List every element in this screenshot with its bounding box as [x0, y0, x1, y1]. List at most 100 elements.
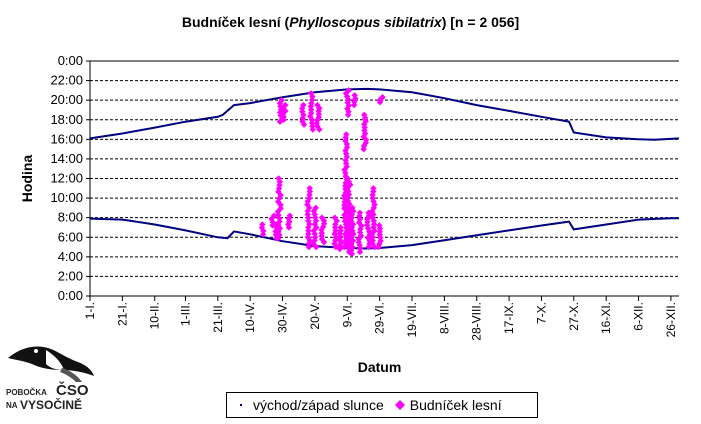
y-tick-label: 2:00 — [58, 268, 83, 283]
bird-point — [311, 234, 319, 241]
bird-point — [272, 228, 279, 235]
bird-point — [369, 194, 376, 202]
bird-point — [377, 237, 384, 245]
bird-point — [316, 126, 323, 133]
logo-line-2: ČSO — [56, 382, 89, 399]
x-tick-label: 20-V. — [308, 302, 322, 330]
bird-point — [277, 191, 284, 199]
bird-point — [351, 98, 358, 105]
bird-point — [309, 126, 316, 133]
bird-point — [332, 237, 339, 244]
bird-point — [310, 207, 317, 215]
bird-point — [318, 214, 326, 221]
legend-item-sun: východ/západ slunce — [235, 397, 384, 413]
legend-marker-sun — [235, 399, 247, 411]
bird-point — [377, 95, 385, 103]
bird-point — [300, 101, 307, 109]
bird-point — [364, 215, 371, 223]
logo-line-3: NA — [6, 401, 18, 410]
chart-title: Budníček lesní (Phylloscopus sibilatrix)… — [0, 14, 701, 30]
bird-point — [356, 248, 364, 256]
x-tick-label: 26-XII. — [664, 302, 678, 337]
bird-point — [356, 216, 364, 223]
bird-point — [314, 101, 321, 109]
y-tick-label: 6:00 — [58, 229, 83, 244]
x-tick-label: 1-I. — [83, 302, 97, 319]
x-tick-label: 16-XI. — [599, 302, 613, 334]
cso-logo: POBOČKA ČSO NA VYSOČINĚ — [6, 338, 96, 422]
y-tick-label: 0:00 — [58, 288, 83, 303]
bird-point — [368, 207, 376, 215]
bird-point — [351, 92, 358, 99]
bird-point — [361, 111, 368, 119]
x-tick-label: 19-VII. — [405, 302, 419, 337]
bird-point — [362, 117, 369, 125]
bird-point — [342, 156, 349, 164]
bird-point — [260, 227, 267, 235]
title-prefix: Budníček lesní ( — [181, 14, 290, 30]
bird-point — [269, 222, 276, 229]
bird-point — [343, 131, 350, 138]
bird-point — [376, 222, 383, 229]
bird-point — [277, 205, 284, 212]
bird-point — [336, 230, 343, 237]
bird-point — [356, 209, 364, 216]
bird-point — [337, 224, 344, 231]
x-tick-label: 9-VI. — [340, 302, 354, 327]
bird-point — [282, 101, 289, 109]
bird-point — [349, 204, 356, 212]
bird-point — [345, 87, 352, 94]
bird-point — [275, 211, 282, 219]
bird-point — [331, 214, 339, 221]
legend-label-bird: Budníček lesní — [409, 397, 502, 413]
bird-point — [308, 106, 315, 113]
bird-point — [361, 127, 368, 134]
bird-point — [370, 188, 377, 195]
y-tick-label: 16:00 — [50, 131, 83, 146]
legend-marker-bird — [394, 400, 405, 410]
y-tick-label: 10:00 — [50, 190, 83, 205]
x-axis-title: Datum — [358, 359, 402, 375]
logo-line-1: POBOČKA — [6, 388, 47, 397]
bird-point — [299, 108, 306, 115]
title-count: ) [n = 2 056] — [441, 14, 520, 30]
y-tick-label: 22:00 — [50, 73, 83, 88]
bird-point — [316, 104, 323, 112]
bird-point — [345, 216, 352, 224]
bird-point — [286, 212, 294, 219]
x-tick-label: 21-III. — [211, 302, 225, 333]
y-tick-label: 12:00 — [50, 171, 83, 186]
bird-point — [342, 160, 350, 167]
bird-logo-icon — [8, 346, 94, 382]
bird-point — [357, 245, 364, 252]
bird-point — [276, 100, 284, 107]
bird-point — [312, 204, 319, 212]
bird-point — [275, 175, 282, 182]
bird-point — [306, 185, 313, 192]
x-tick-label: 6-XII. — [632, 302, 646, 331]
bird-point — [304, 234, 312, 241]
bird-point — [307, 90, 315, 97]
bird-point — [309, 93, 316, 100]
title-species-latin: Phylloscopus sibilatrix — [289, 14, 442, 30]
sunset-line — [89, 87, 680, 141]
x-tick-label: 10-IV. — [243, 302, 257, 333]
bird-point — [342, 90, 350, 97]
bird-point — [344, 99, 351, 106]
bird-point — [369, 234, 376, 241]
legend: východ/západ slunce Budníček lesní — [226, 392, 538, 418]
y-tick-label: 14:00 — [50, 151, 83, 166]
bird-point — [320, 217, 328, 224]
bird-point — [348, 214, 355, 221]
bird-point — [344, 175, 351, 182]
bird-point — [331, 230, 338, 238]
bird-point — [342, 237, 349, 244]
legend-label-sun: východ/západ slunce — [253, 397, 384, 413]
bird-point — [270, 212, 278, 219]
bird-point — [370, 185, 377, 192]
x-tick-label: 30-IV. — [276, 302, 290, 333]
x-tick-label: 28-VIII. — [470, 302, 484, 341]
bird-point — [276, 118, 284, 125]
bird-point — [370, 204, 377, 212]
